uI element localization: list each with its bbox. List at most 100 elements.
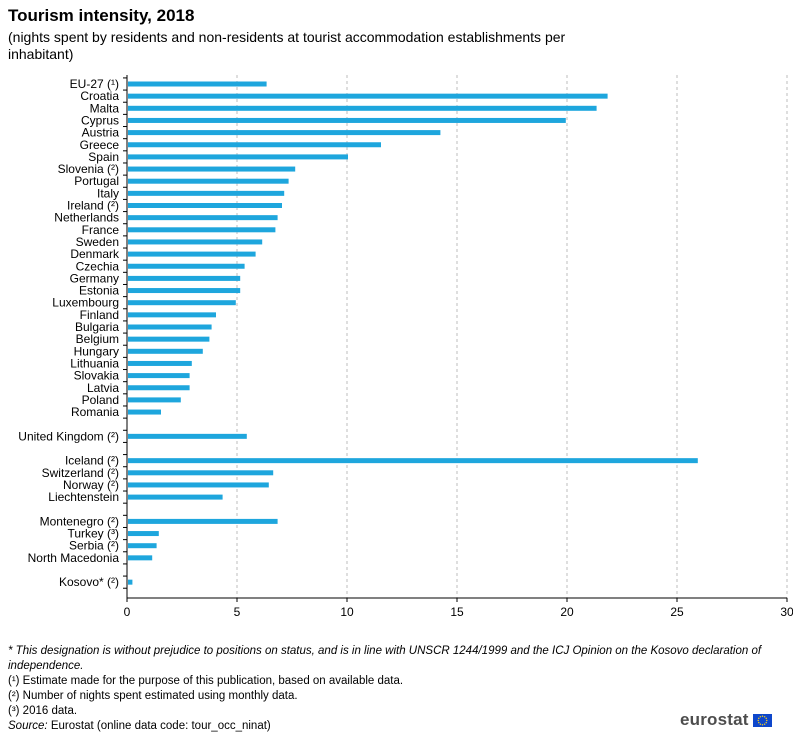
bar	[128, 227, 276, 233]
eu-star-icon	[757, 721, 760, 723]
bar	[128, 215, 278, 221]
y-category-label: Romania	[71, 405, 119, 419]
bar	[128, 470, 274, 476]
eurostat-logo: eurostat	[680, 710, 772, 730]
bar	[128, 93, 608, 99]
bar	[128, 324, 212, 330]
x-tick-label: 10	[340, 605, 354, 619]
y-category-label: Switzerland (²)	[42, 466, 119, 480]
x-tick-label: 25	[670, 605, 684, 619]
y-category-label: Greece	[80, 138, 120, 152]
eurostat-wordmark: eurostat	[680, 710, 749, 729]
bar	[128, 518, 278, 524]
y-category-label: Slovakia	[74, 369, 120, 383]
bar	[128, 409, 161, 415]
eu-star-icon	[761, 723, 763, 725]
x-tick-label: 5	[234, 605, 241, 619]
eu-star-icon	[763, 723, 766, 725]
bar	[128, 117, 566, 123]
bar	[128, 190, 285, 196]
x-tick-label: 30	[780, 605, 793, 619]
bar	[128, 142, 381, 148]
y-category-label: Montenegro (²)	[40, 514, 119, 528]
bar	[128, 288, 241, 294]
x-tick-label: 15	[450, 605, 464, 619]
bar	[128, 348, 203, 354]
bar	[128, 312, 216, 318]
bar	[128, 105, 597, 111]
y-category-label: Slovenia (²)	[58, 162, 119, 176]
y-category-label: Iceland (²)	[65, 454, 119, 468]
y-category-label: Luxembourg	[52, 296, 119, 310]
y-category-label: Austria	[82, 126, 120, 140]
y-category-label: Norway (²)	[63, 478, 119, 492]
y-category-label: Cyprus	[81, 113, 119, 127]
y-category-label: Sweden	[76, 235, 119, 249]
y-category-label: Serbia (²)	[69, 539, 119, 553]
eu-star-icon	[759, 715, 761, 717]
footnote-2: (²) Number of nights spent estimated usi…	[8, 690, 298, 702]
x-tick-label: 0	[124, 605, 131, 619]
eu-flag-icon	[752, 713, 772, 727]
y-category-label: Estonia	[79, 284, 119, 298]
y-category-label: France	[82, 223, 120, 237]
bar	[128, 555, 153, 561]
bar	[128, 579, 133, 585]
bar	[128, 385, 190, 391]
eu-star-icon	[763, 715, 766, 717]
bar-chart: 0 5 10 15 20 25 30 EU-27 (¹)CroatiaMaltaCyprusA…	[18, 75, 793, 619]
y-category-label: Malta	[90, 101, 120, 115]
bar	[128, 433, 247, 439]
kosovo-footnote: * This designation is without prejudice …	[8, 645, 762, 672]
y-category-label: North Macedonia	[28, 551, 120, 565]
bar	[128, 482, 269, 488]
bar	[128, 336, 210, 342]
bar	[128, 263, 245, 269]
y-category-label: Poland	[82, 393, 119, 407]
y-category-label: Turkey (³)	[67, 527, 119, 541]
y-category-label: EU-27 (¹)	[70, 77, 119, 91]
y-category-label: United Kingdom (²)	[18, 429, 119, 443]
eu-star-icon	[761, 715, 763, 717]
bar	[128, 397, 181, 403]
bar	[128, 81, 267, 87]
footnote-3: (³) 2016 data.	[8, 705, 78, 717]
bar	[128, 154, 348, 160]
source-note: Source: Eurostat (online data code: tour…	[8, 719, 788, 734]
eu-star-icon	[765, 717, 767, 719]
bar	[128, 251, 256, 257]
bar	[128, 360, 192, 366]
chart-title: Tourism intensity, 2018	[8, 6, 195, 25]
y-category-label: Liechtenstein	[48, 490, 119, 504]
y-category-label: Netherlands	[54, 211, 119, 225]
y-category-label: Italy	[97, 186, 119, 200]
bar	[128, 531, 159, 537]
x-tick-label: 20	[560, 605, 574, 619]
y-category-label: Latvia	[87, 381, 119, 395]
eu-star-icon	[757, 719, 759, 721]
y-category-label: Denmark	[70, 247, 120, 261]
bar	[128, 458, 698, 464]
y-category-label: Croatia	[80, 89, 119, 103]
bar	[128, 494, 223, 500]
source-label: Source:	[8, 720, 48, 732]
source-text: Eurostat (online data code: tour_occ_nin…	[47, 720, 271, 732]
bar	[128, 203, 282, 208]
y-category-label: Lithuania	[70, 356, 119, 370]
bar	[128, 239, 263, 245]
y-category-label: Finland	[80, 308, 119, 322]
bar	[128, 178, 289, 184]
y-category-label: Czechia	[76, 259, 120, 273]
bar	[128, 130, 441, 136]
y-category-label: Bulgaria	[75, 320, 119, 334]
footnote-1: (¹) Estimate made for the purpose of thi…	[8, 675, 404, 687]
bar	[128, 300, 236, 306]
y-category-label: Hungary	[74, 344, 119, 358]
y-category-label: Spain	[88, 150, 119, 164]
y-category-label: Belgium	[76, 332, 119, 346]
bar	[128, 166, 296, 172]
y-category-label: Portugal	[74, 174, 119, 188]
eu-star-icon	[757, 717, 760, 719]
bar	[128, 373, 190, 379]
eu-star-icon	[759, 723, 761, 725]
